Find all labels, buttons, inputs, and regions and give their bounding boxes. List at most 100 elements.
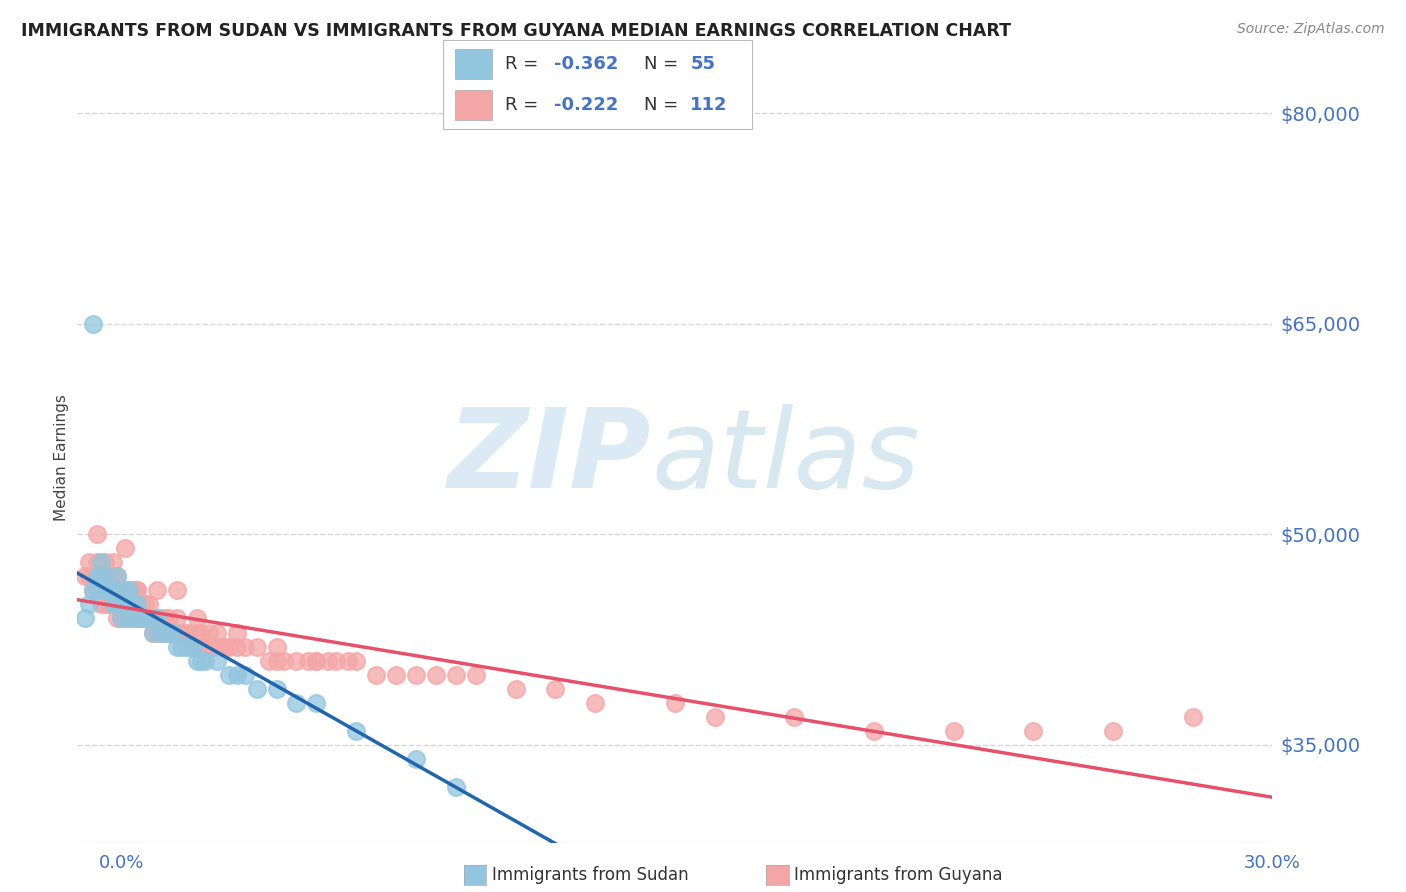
- Point: [157, 625, 180, 640]
- Point: [505, 681, 527, 696]
- Point: [127, 583, 149, 598]
- Point: [170, 640, 193, 654]
- Point: [162, 625, 184, 640]
- Point: [233, 667, 256, 681]
- Point: [385, 667, 408, 681]
- Point: [105, 611, 128, 625]
- Point: [146, 625, 169, 640]
- Point: [205, 654, 228, 668]
- Point: [122, 598, 145, 612]
- Point: [94, 569, 117, 583]
- Point: [863, 723, 886, 738]
- Text: Immigrants from Guyana: Immigrants from Guyana: [794, 866, 1002, 884]
- Point: [90, 569, 112, 583]
- Point: [82, 583, 104, 598]
- Point: [305, 654, 328, 668]
- Point: [266, 681, 288, 696]
- Point: [142, 625, 165, 640]
- Point: [79, 569, 101, 583]
- Point: [444, 667, 467, 681]
- Point: [75, 611, 97, 625]
- Point: [366, 667, 388, 681]
- Point: [134, 611, 156, 625]
- Point: [118, 598, 141, 612]
- Point: [153, 611, 176, 625]
- Point: [103, 569, 124, 583]
- Point: [157, 625, 180, 640]
- Point: [1102, 723, 1125, 738]
- Point: [266, 654, 288, 668]
- Point: [225, 640, 247, 654]
- Text: Immigrants from Sudan: Immigrants from Sudan: [492, 866, 689, 884]
- Point: [783, 709, 806, 723]
- Point: [405, 667, 427, 681]
- Point: [177, 625, 200, 640]
- Point: [146, 611, 169, 625]
- Point: [444, 780, 467, 794]
- Point: [86, 569, 108, 583]
- Point: [162, 625, 184, 640]
- Point: [103, 555, 124, 569]
- Point: [105, 583, 128, 598]
- Point: [110, 583, 132, 598]
- Text: N =: N =: [644, 55, 683, 73]
- Point: [122, 598, 145, 612]
- Point: [110, 611, 132, 625]
- Point: [166, 625, 188, 640]
- Point: [138, 611, 160, 625]
- Point: [105, 598, 128, 612]
- Point: [138, 598, 160, 612]
- Point: [197, 625, 219, 640]
- Point: [122, 611, 145, 625]
- Point: [94, 569, 117, 583]
- Point: [186, 625, 208, 640]
- Point: [94, 583, 117, 598]
- Bar: [456, 90, 492, 120]
- Point: [190, 654, 212, 668]
- Point: [583, 696, 606, 710]
- Point: [79, 598, 101, 612]
- Point: [75, 569, 97, 583]
- Point: [114, 598, 136, 612]
- Text: atlas: atlas: [651, 404, 920, 510]
- Point: [98, 583, 121, 598]
- Point: [86, 527, 108, 541]
- Point: [153, 625, 176, 640]
- Point: [233, 640, 256, 654]
- Point: [246, 681, 269, 696]
- Point: [118, 611, 141, 625]
- Point: [86, 583, 108, 598]
- Point: [127, 583, 149, 598]
- Point: [218, 640, 240, 654]
- Point: [103, 598, 124, 612]
- Point: [190, 625, 212, 640]
- Point: [266, 640, 288, 654]
- Point: [166, 583, 188, 598]
- Point: [273, 654, 295, 668]
- Point: [285, 654, 308, 668]
- Point: [344, 654, 367, 668]
- Point: [142, 625, 165, 640]
- Point: [225, 667, 247, 681]
- Point: [86, 583, 108, 598]
- Point: [166, 611, 188, 625]
- Point: [664, 696, 686, 710]
- Point: [305, 654, 328, 668]
- Point: [103, 583, 124, 598]
- Point: [114, 583, 136, 598]
- Point: [127, 611, 149, 625]
- Point: [114, 583, 136, 598]
- Point: [86, 555, 108, 569]
- Point: [425, 667, 447, 681]
- Point: [201, 640, 224, 654]
- Point: [181, 640, 204, 654]
- Point: [90, 555, 112, 569]
- Point: [105, 569, 128, 583]
- Point: [114, 611, 136, 625]
- Point: [127, 611, 149, 625]
- Point: [177, 640, 200, 654]
- Point: [79, 555, 101, 569]
- Point: [118, 611, 141, 625]
- Point: [337, 654, 360, 668]
- Point: [98, 569, 121, 583]
